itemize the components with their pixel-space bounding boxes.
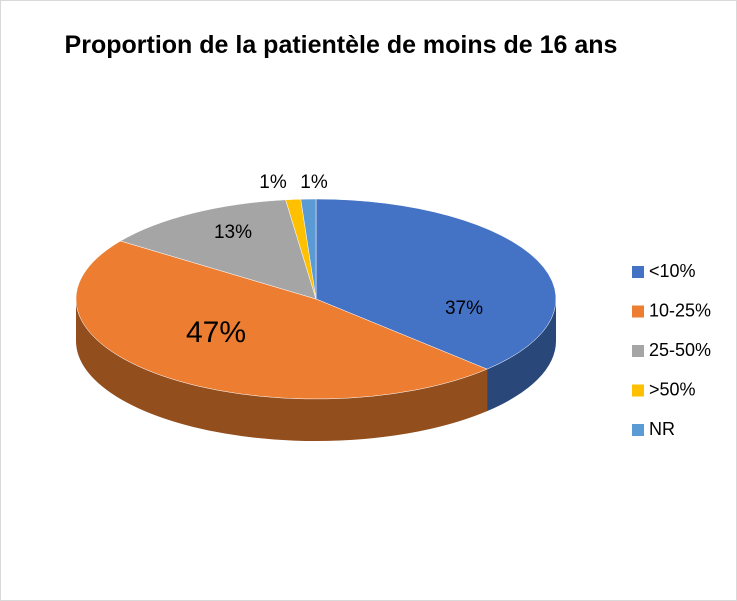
- legend-swatch: [632, 424, 644, 436]
- slice: [300, 198, 317, 300]
- legend-label: 10-25%: [649, 300, 711, 320]
- legend-label: <10%: [649, 261, 696, 281]
- data-label: 13%: [214, 222, 252, 243]
- slice: [75, 240, 488, 400]
- slice: [315, 198, 557, 370]
- data-label: 1%: [300, 172, 328, 193]
- legend-label: 25-50%: [649, 340, 711, 360]
- legend-label: NR: [649, 419, 675, 439]
- legend-swatch: [632, 266, 644, 278]
- legend-swatch: [632, 305, 644, 318]
- slice: [119, 199, 317, 300]
- slice-side: [487, 299, 556, 412]
- chart-title: Proportion de la patientèle de moins de …: [64, 31, 618, 59]
- legend-label: >50%: [649, 379, 696, 399]
- legend-swatch: [632, 345, 644, 357]
- data-label: 37%: [445, 298, 483, 319]
- slice-side: [76, 299, 488, 441]
- data-label: 47%: [186, 316, 246, 349]
- data-label: 1%: [259, 172, 287, 193]
- legend-swatch: [632, 384, 644, 397]
